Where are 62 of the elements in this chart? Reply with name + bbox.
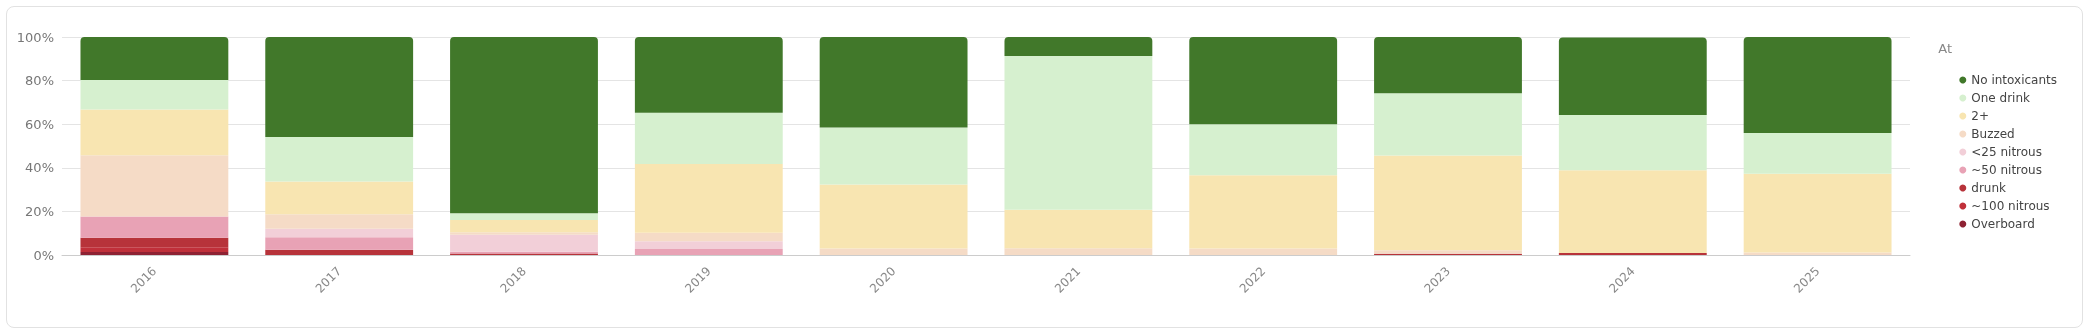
bar bbox=[1189, 248, 1338, 255]
bar bbox=[80, 155, 229, 217]
legend-label: 2+ bbox=[1971, 109, 1989, 123]
bar bbox=[634, 232, 783, 242]
legend-label: ~50 nitrous bbox=[1971, 163, 2042, 177]
bar bbox=[265, 37, 414, 138]
bar bbox=[634, 164, 783, 233]
bar bbox=[1004, 209, 1153, 249]
y-tick-label: 40% bbox=[25, 160, 54, 176]
legend-label: Overboard bbox=[1971, 217, 2035, 231]
bar bbox=[265, 237, 414, 250]
y-tick-label: 60% bbox=[25, 116, 54, 132]
bar bbox=[80, 251, 229, 255]
bar bbox=[634, 112, 783, 165]
bar bbox=[634, 248, 783, 255]
bar bbox=[265, 137, 414, 182]
bar bbox=[450, 37, 598, 214]
bar bbox=[450, 219, 598, 233]
bar bbox=[80, 109, 229, 156]
legend-label: No intoxicants bbox=[1971, 73, 2057, 87]
bar bbox=[1558, 37, 1707, 116]
bar bbox=[1189, 124, 1338, 176]
bar bbox=[1743, 132, 1892, 174]
bar bbox=[1004, 248, 1153, 255]
legend-label: One drink bbox=[1971, 91, 2031, 105]
bar bbox=[265, 249, 414, 255]
bar bbox=[634, 37, 783, 113]
y-tick-label: 100% bbox=[16, 29, 54, 45]
y-tick-label: 0% bbox=[33, 247, 54, 263]
bar bbox=[1189, 175, 1338, 249]
y-tick-label: 20% bbox=[25, 203, 54, 219]
bar bbox=[450, 213, 598, 220]
legend-label: <25 nitrous bbox=[1971, 145, 2042, 159]
legend-label: drunk bbox=[1971, 181, 2007, 195]
bar bbox=[1374, 93, 1522, 156]
bar bbox=[80, 79, 229, 110]
legend-title: At bbox=[1938, 41, 1952, 56]
bar bbox=[1558, 170, 1707, 254]
bar bbox=[265, 181, 414, 215]
bar bbox=[80, 237, 229, 248]
bar bbox=[1189, 37, 1338, 125]
bar bbox=[1558, 115, 1707, 171]
bar bbox=[1004, 55, 1153, 210]
bar bbox=[1374, 37, 1522, 94]
bar bbox=[819, 37, 968, 128]
legend-label: ~100 nitrous bbox=[1971, 199, 2050, 213]
bar bbox=[819, 184, 968, 249]
bar bbox=[1004, 37, 1153, 56]
bar bbox=[450, 234, 598, 252]
bar bbox=[265, 228, 414, 238]
bar bbox=[1374, 155, 1522, 251]
y-tick-label: 80% bbox=[25, 73, 54, 89]
bar bbox=[80, 216, 229, 238]
bar bbox=[450, 232, 598, 235]
bar bbox=[265, 214, 414, 229]
bar bbox=[819, 127, 968, 185]
bar bbox=[1743, 173, 1892, 253]
legend-label: Buzzed bbox=[1971, 127, 2015, 141]
bar bbox=[634, 241, 783, 249]
bar bbox=[1743, 37, 1892, 133]
bar bbox=[80, 37, 229, 80]
bar bbox=[819, 248, 968, 255]
